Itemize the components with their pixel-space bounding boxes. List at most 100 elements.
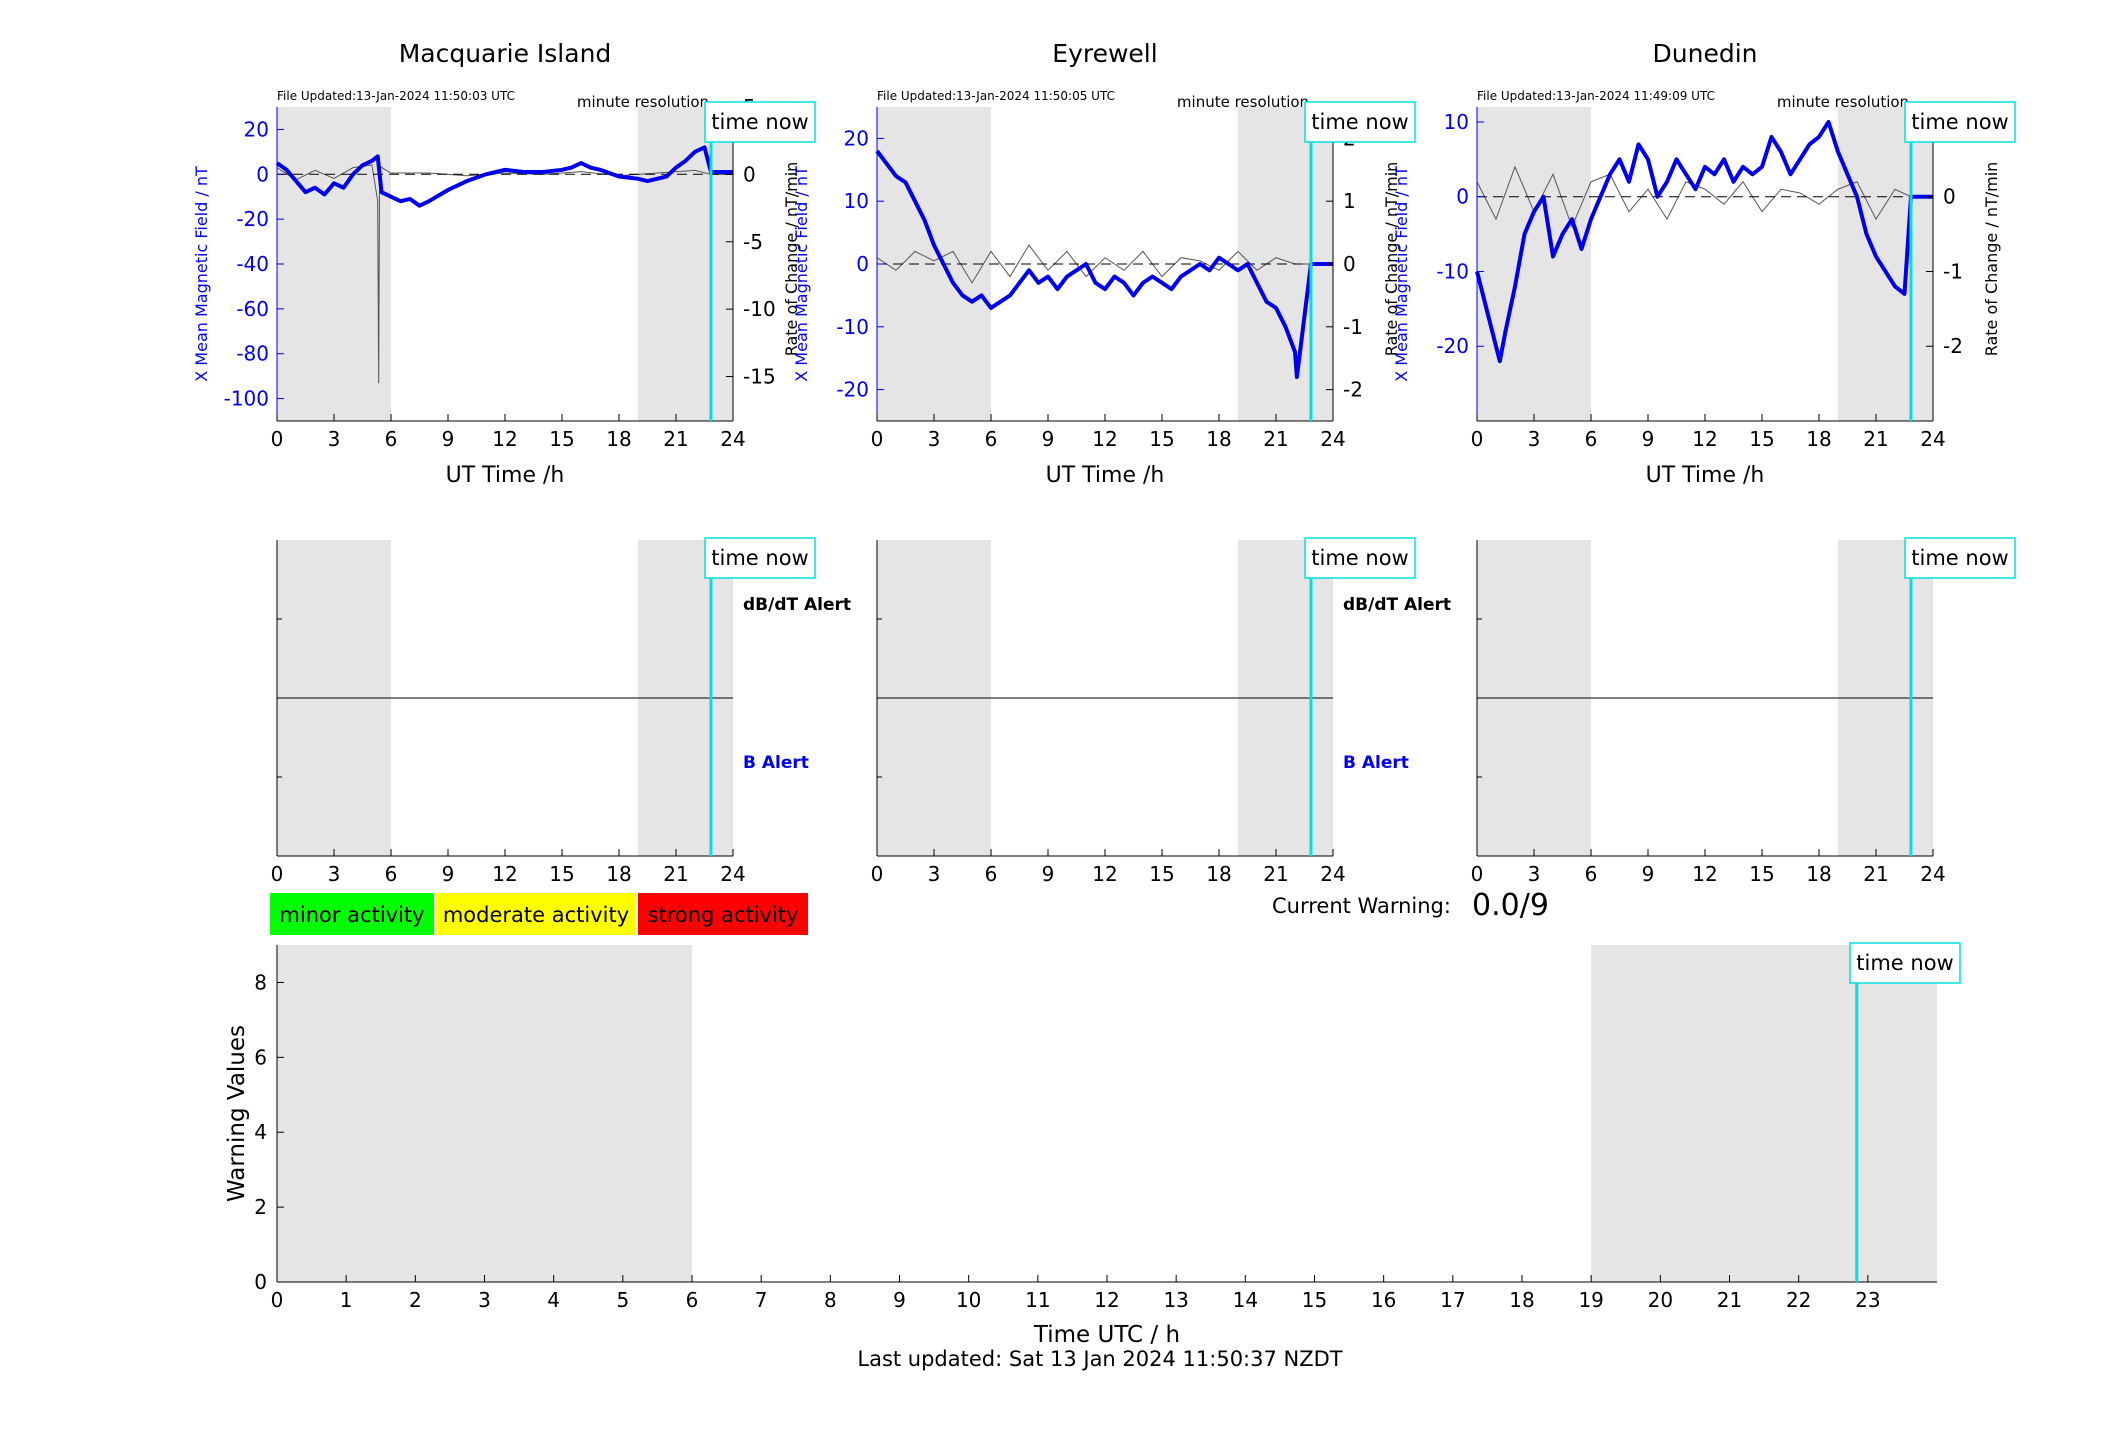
alert-x-tick-label: 0 <box>271 862 284 886</box>
x-mean-field-line <box>275 145 733 208</box>
current-warning-label: Current Warning: <box>1272 894 1451 918</box>
alert-x-tick-label: 18 <box>1206 862 1231 886</box>
alert-x-tick-label: 6 <box>385 862 398 886</box>
x-tick-label: 0 <box>1471 427 1484 451</box>
alert-x-tick-label: 21 <box>1863 862 1888 886</box>
right-y-tick-label: 0 <box>1343 252 1356 276</box>
alert-x-tick-label: 18 <box>606 862 631 886</box>
file-updated-text: File Updated:13-Jan-2024 11:50:05 UTC <box>877 89 1115 103</box>
x-axis-label: UT Time /h <box>446 463 565 488</box>
x-tick-label: 6 <box>985 427 998 451</box>
warning-x-tick-label: 23 <box>1855 1288 1880 1312</box>
x-tick-label: 0 <box>871 427 884 451</box>
alert-x-tick-label: 9 <box>442 862 455 886</box>
alert-x-tick-label: 9 <box>1042 862 1055 886</box>
warning-x-tick-label: 1 <box>340 1288 353 1312</box>
alert-x-tick-label: 24 <box>720 862 745 886</box>
minor-activity-swatch <box>270 893 434 935</box>
alert-x-tick-label: 18 <box>1806 862 1831 886</box>
warning-x-tick-label: 20 <box>1648 1288 1673 1312</box>
alert-x-tick-label: 24 <box>1320 862 1345 886</box>
warning-x-tick-label: 17 <box>1440 1288 1465 1312</box>
left-y-tick-label: -40 <box>236 252 269 276</box>
left-y-axis-label: X Mean Magnetic Field / nT <box>1392 166 1411 382</box>
station-panel: 100-10-2010-1-203691215182124DunedinFile… <box>1392 39 2016 488</box>
right-y-tick-label: -5 <box>743 230 763 254</box>
time-now-box <box>1849 942 1961 984</box>
warning-x-tick-label: 15 <box>1302 1288 1327 1312</box>
warning-x-tick-label: 13 <box>1163 1288 1188 1312</box>
right-y-tick-label: 0 <box>1943 185 1956 209</box>
warning-x-tick-label: 16 <box>1371 1288 1396 1312</box>
moderate-activity-swatch <box>436 893 636 935</box>
alert-panel: 0 3 6 9 12 15 18 21 24 time now dB/dT Alert B Alert <box>871 537 1451 886</box>
night-shading <box>1477 107 1591 421</box>
alert-x-tick-label: 3 <box>328 862 341 886</box>
warning-x-tick-label: 5 <box>616 1288 629 1312</box>
x-tick-label: 24 <box>1920 427 1945 451</box>
resolution-label: minute resolution <box>1777 93 1909 111</box>
alert-x-tick-label: 0 <box>1471 862 1484 886</box>
warning-x-axis-label: Time UTC / h <box>1033 1322 1180 1348</box>
alert-x-tick-label: 12 <box>1692 862 1717 886</box>
x-tick-label: 6 <box>385 427 398 451</box>
alert-panel: 0 3 6 9 12 15 18 21 24 time now dB/dT Alert B Alert <box>271 537 851 886</box>
time-now-box <box>1304 101 1416 143</box>
night-shading <box>1838 107 1933 421</box>
x-tick-label: 24 <box>1320 427 1345 451</box>
warning-x-tick-label: 7 <box>755 1288 768 1312</box>
station-title: Dunedin <box>1653 39 1758 68</box>
station-title: Eyrewell <box>1052 39 1157 68</box>
right-y-tick-label: -1 <box>1943 259 1963 283</box>
left-y-tick-label: -10 <box>836 315 869 339</box>
x-mean-field-line <box>1475 119 1933 364</box>
alert-x-tick-label: 3 <box>1528 862 1541 886</box>
left-y-tick-label: -80 <box>236 342 269 366</box>
x-tick-label: 0 <box>271 427 284 451</box>
left-y-tick-label: -20 <box>1436 334 1469 358</box>
time-now-label: time now <box>711 546 808 570</box>
alert-panel: 0 3 6 9 12 15 18 21 24 time now <box>1471 537 2016 886</box>
warning-x-tick-label: 4 <box>547 1288 560 1312</box>
db-dt-alert-label: dB/dT Alert <box>1343 595 1451 615</box>
left-y-tick-label: -10 <box>1436 259 1469 283</box>
alert-x-tick-label: 3 <box>928 862 941 886</box>
right-y-tick-label: 0 <box>743 162 756 186</box>
current-warning-value: 0.0/9 <box>1472 888 1549 923</box>
warning-x-tick-label: 3 <box>478 1288 491 1312</box>
x-tick-label: 9 <box>442 427 455 451</box>
x-tick-label: 3 <box>1528 427 1541 451</box>
right-y-axis-label: Rate of Change / nT/min <box>1382 162 1401 357</box>
rate-of-change-line <box>1476 165 1933 228</box>
time-now-label: time now <box>1311 546 1408 570</box>
time-now-box <box>1904 537 2016 579</box>
rate-of-change-line <box>876 244 1333 284</box>
resolution-label: minute resolution <box>577 93 709 111</box>
b-alert-label: B Alert <box>1343 753 1409 773</box>
right-y-tick-label: -10 <box>743 297 776 321</box>
warning-x-tick-label: 8 <box>824 1288 837 1312</box>
file-updated-text: File Updated:13-Jan-2024 11:50:03 UTC <box>277 89 515 103</box>
x-tick-label: 12 <box>1092 427 1117 451</box>
resolution-label: minute resolution <box>1177 93 1309 111</box>
right-y-tick-label: -2 <box>1343 378 1363 402</box>
alert-x-tick-label: 24 <box>1920 862 1945 886</box>
x-tick-label: 18 <box>606 427 631 451</box>
rate-of-change-line <box>276 164 733 384</box>
warning-y-axis-label: Warning Values <box>224 1025 250 1202</box>
warning-x-tick-label: 21 <box>1717 1288 1742 1312</box>
time-now-label: time now <box>1856 951 1953 975</box>
alert-x-tick-label: 12 <box>492 862 517 886</box>
night-shading <box>277 945 692 1282</box>
x-tick-label: 21 <box>1263 427 1288 451</box>
alert-x-tick-label: 9 <box>1642 862 1655 886</box>
right-y-axis-label: Rate of Change / nT/min <box>782 162 801 357</box>
x-tick-label: 12 <box>1692 427 1717 451</box>
right-y-tick-label: -15 <box>743 365 776 389</box>
warning-y-tick-label: 8 <box>254 970 267 994</box>
warning-y-tick-label: 0 <box>254 1270 267 1294</box>
strong-activity-label: strong activity <box>648 903 799 927</box>
warning-x-tick-label: 2 <box>409 1288 422 1312</box>
